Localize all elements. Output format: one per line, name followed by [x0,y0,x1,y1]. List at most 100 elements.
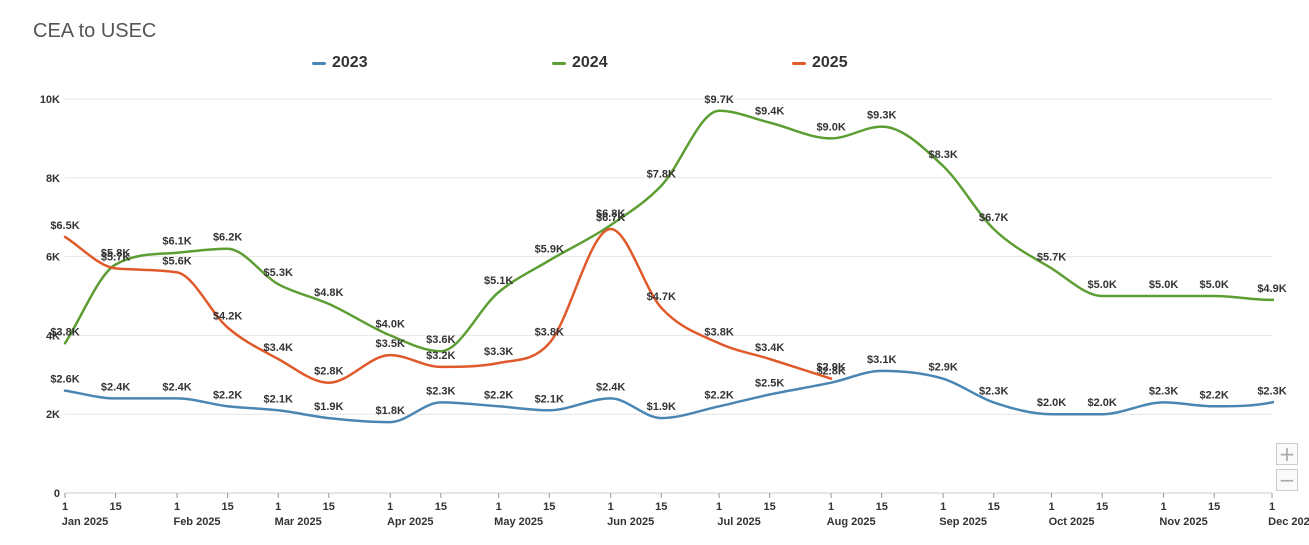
x-tick-label: 15 [323,501,335,513]
data-label: $2.3K [1149,385,1178,397]
data-labels-2024: $3.8K $5.8K $6.1K $6.2K $5.3K $4.8K $4.0K $3.6K… [50,94,1286,346]
legend-swatch-2023 [312,61,326,65]
x-tick-label: 1 [608,501,614,513]
data-labels-2023: $2.6K $2.4K $2.4K $2.2K $2.1K $1.9K $1.8K $2.3K… [50,354,1286,417]
data-label: $2.0K [1037,397,1066,409]
y-tick-label: 2K [46,409,60,421]
series-2025 [63,227,833,384]
data-label: $5.0K [1087,279,1116,291]
data-label: $2.8K [314,366,343,378]
series-line-2025 [63,227,833,384]
data-label: $6.1K [162,236,191,248]
data-label: $2.2K [213,389,242,401]
data-label: $3.8K [50,326,79,338]
x-month-label: May 2025 [494,516,543,528]
legend-swatch-2024 [552,61,566,65]
x-month-label: Jul 2025 [717,516,760,528]
data-label: $1.8K [376,405,405,417]
data-label: $5.6K [162,255,191,267]
y-tick-label: 10K [40,94,60,106]
data-label: $3.5K [376,338,405,350]
data-label: $2.9K [928,362,957,374]
data-label: $2.8K [816,366,845,378]
data-label: $3.8K [535,326,564,338]
x-tick-label: 1 [496,501,502,513]
data-label: $5.7K [101,251,130,263]
data-label: $6.5K [50,220,79,232]
legend-label-2025: 2025 [812,54,848,71]
data-label: $2.3K [426,385,455,397]
data-label: $5.0K [1200,279,1229,291]
data-label: $5.8K [101,247,130,259]
data-label: $4.9K [1257,283,1286,295]
y-tick-label: 6K [46,252,60,264]
data-label: $2.1K [535,393,564,405]
chart-title: CEA to USEC [33,20,157,42]
x-tick-label: 1 [940,501,946,513]
data-label: $2.9K [816,362,845,374]
x-tick-label: 1 [716,501,722,513]
data-label: $5.9K [535,244,564,256]
x-tick-label: 1 [1161,501,1167,513]
x-tick-label: 15 [876,501,888,513]
x-tick-label: 15 [543,501,555,513]
data-label: $2.0K [1087,397,1116,409]
data-label: $3.8K [704,326,733,338]
data-label: $2.2K [484,389,513,401]
legend-swatch-2025 [792,61,806,65]
data-label: $3.2K [426,350,455,362]
y-tick-label: 8K [46,173,60,185]
x-tick-label: 1 [828,501,834,513]
data-label: $3.6K [426,334,455,346]
data-label: $3.4K [755,342,784,354]
x-tick-label: 15 [655,501,667,513]
x-tick-label: 15 [221,501,233,513]
data-label: $7.8K [647,169,676,181]
data-label: $4.8K [314,287,343,299]
data-label: $3.4K [264,342,293,354]
series-2024 [63,109,1274,353]
data-label: $2.2K [704,389,733,401]
x-tick-label: 1 [387,501,393,513]
data-label: $9.7K [704,94,733,106]
data-label: $3.3K [484,346,513,358]
data-label: $1.9K [314,401,343,413]
legend-item-2024[interactable]: 2024 [552,54,608,72]
series-2023 [63,369,1274,424]
data-label: $5.0K [1149,279,1178,291]
x-month-label: Feb 2025 [173,516,220,528]
data-label: $6.8K [596,208,625,220]
x-month-label: Apr 2025 [387,516,433,528]
data-label: $8.3K [928,149,957,161]
x-month-label: Nov 2025 [1159,516,1207,528]
data-labels-2025: $6.5K $5.7K $5.6K $4.2K $3.4K $2.8K $3.5K $3.2K… [50,212,846,378]
x-month-label: Mar 2025 [275,516,322,528]
series-line-2024 [63,109,1274,353]
x-tick-label: 15 [1208,501,1220,513]
x-tick-label: 15 [1096,501,1108,513]
x-tick-label: 15 [988,501,1000,513]
data-label: $2.3K [979,385,1008,397]
legend-item-2023[interactable]: 2023 [312,54,368,72]
x-tick-label: 1 [275,501,281,513]
x-month-label: Oct 2025 [1049,516,1095,528]
legend-label-2023: 2023 [332,54,368,71]
zoom-out-button[interactable]: − [1276,469,1298,491]
x-tick-label: 15 [764,501,776,513]
x-tick-label: 15 [435,501,447,513]
data-label: $2.5K [755,378,784,390]
x-month-label: Sep 2025 [939,516,987,528]
series-line-2023 [63,369,1274,424]
data-label: $9.4K [755,106,784,118]
zoom-in-button[interactable]: + [1276,443,1298,465]
data-label: $1.9K [647,401,676,413]
data-label: $2.3K [1257,385,1286,397]
legend-item-2025[interactable]: 2025 [792,54,848,72]
data-label: $2.4K [596,381,625,393]
data-label: $6.7K [596,212,625,224]
data-label: $2.4K [101,381,130,393]
legend-label-2024: 2024 [572,54,608,71]
data-label: $6.2K [213,232,242,244]
data-label: $2.6K [50,374,79,386]
